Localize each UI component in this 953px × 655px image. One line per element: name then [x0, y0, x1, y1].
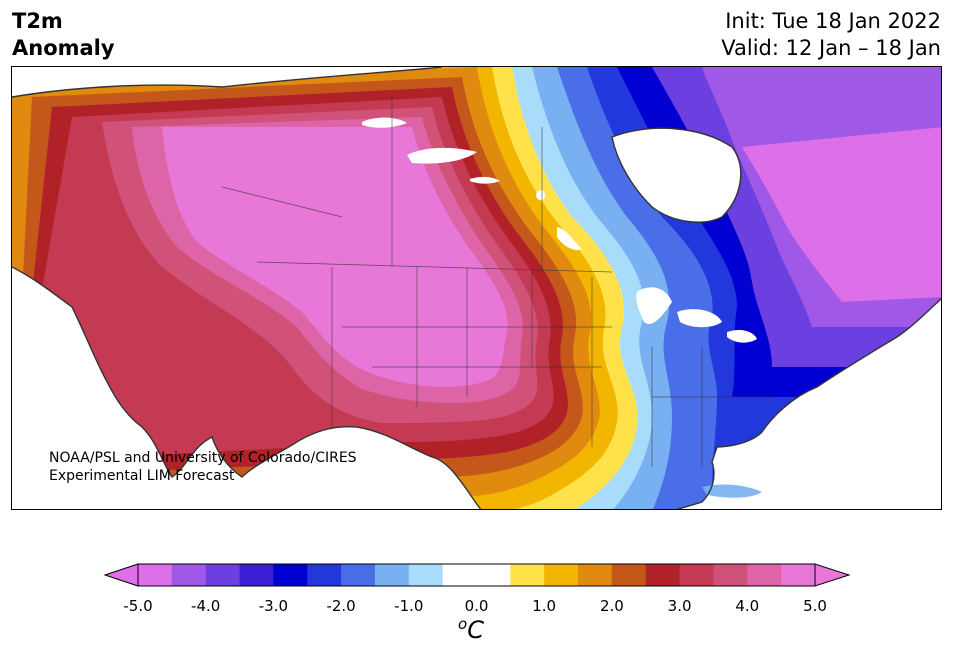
units-label: oC: [458, 615, 484, 644]
product-title: Anomaly: [12, 36, 115, 60]
colorbar-bin: [781, 564, 816, 586]
coastlines: [12, 67, 941, 509]
colorbar-tick-label: 2.0: [599, 597, 624, 615]
colorbar-bin: [239, 564, 274, 586]
units-sup: o: [458, 615, 468, 633]
colorbar-bin: [307, 564, 342, 586]
map-svg: [12, 67, 941, 509]
colorbar-tick-label: 3.0: [667, 597, 692, 615]
colorbar-bin: [510, 564, 545, 586]
colorbar-bin: [611, 564, 647, 586]
variable-title: T2m: [12, 9, 63, 33]
colorbar-extend-high: [814, 563, 851, 587]
valid-range: Valid: 12 Jan – 18 Jan: [721, 36, 941, 60]
colorbar-tick-label: -1.0: [394, 597, 424, 615]
colorbar-tick-label: 5.0: [803, 597, 827, 615]
anomaly-map: [11, 66, 942, 510]
date-block: Init: Tue 18 Jan 2022 Valid: 12 Jan – 18…: [721, 8, 941, 62]
colorbar-bin: [171, 564, 207, 586]
colorbar-bin: [645, 564, 681, 586]
colorbar-bin: [273, 564, 308, 586]
political-boundaries: [221, 97, 772, 467]
colorbar-bin: [408, 564, 444, 586]
colorbar-bin: [205, 564, 241, 586]
colorbar-bin: [442, 564, 511, 586]
title-block: T2m Anomaly: [12, 8, 115, 62]
colorbar-bin: [713, 564, 748, 586]
units-base: C: [467, 616, 484, 644]
colorbar-bin: [138, 564, 173, 586]
colorbar-tick-label: 1.0: [532, 597, 557, 615]
credit-line-1: NOAA/PSL and University of Colorado/CIRE…: [49, 450, 357, 466]
credit-line-2: Experimental LIM Forecast: [49, 468, 235, 484]
hudson-bay: [612, 128, 741, 223]
colorbar-tick-label: -5.0: [123, 597, 153, 615]
colorbar-bin: [341, 564, 376, 586]
colorbar-frame: [137, 563, 816, 587]
credit-text: NOAA/PSL and University of Colorado/CIRE…: [49, 449, 357, 485]
colorbar-bin: [578, 564, 613, 586]
colorbar-tick-label: -3.0: [258, 597, 289, 615]
colorbar-tick-label: -2.0: [326, 597, 356, 615]
colorbar-bin: [374, 564, 410, 586]
colorbar-tick-label: 4.0: [735, 597, 760, 615]
colorbar-tick-label: -4.0: [191, 597, 221, 615]
init-date: Init: Tue 18 Jan 2022: [725, 9, 941, 33]
colorbar-bin: [679, 564, 714, 586]
colorbar-extend-low: [103, 563, 139, 587]
colorbar-tick-label: 0.0: [464, 597, 489, 615]
colorbar-bin: [544, 564, 579, 586]
colorbar-bin: [747, 564, 782, 586]
